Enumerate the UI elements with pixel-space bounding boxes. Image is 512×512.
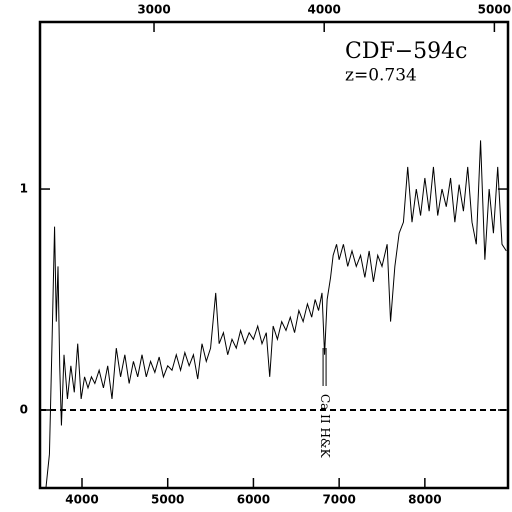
x-tick-label: 6000 [237,493,270,507]
x2-tick-label: 4000 [308,3,341,17]
plot-frame [38,20,510,490]
x2-tick-label: 3000 [137,3,170,17]
x-tick-label: 4000 [65,493,98,507]
chart-subtitle: z=0.734 [345,66,417,86]
spectrum-line [45,140,507,488]
feature-label: Ca II H&K [318,394,332,459]
y-tick-label: 1 [20,182,28,196]
chart-title: CDF−594c [345,39,467,64]
y-tick-label: 0 [20,403,28,417]
x-tick-label: 8000 [408,493,441,507]
x2-tick-label: 5000 [478,3,511,17]
x-tick-label: 7000 [322,493,355,507]
x-tick-label: 5000 [151,493,184,507]
